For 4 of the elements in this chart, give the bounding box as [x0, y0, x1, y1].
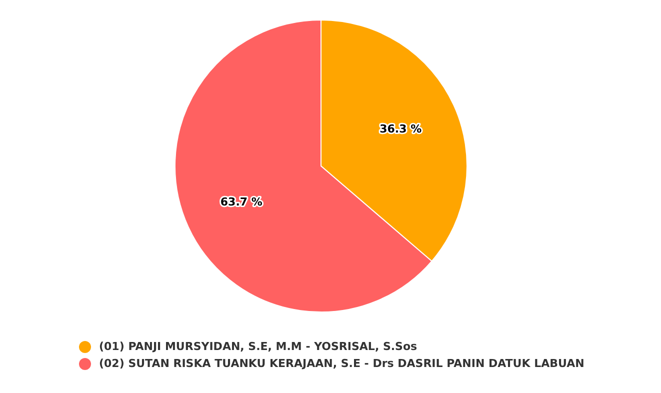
legend-label: (02) SUTAN RISKA TUANKU KERAJAAN, S.E - Drs DASRIL PANIN DATUK LABUAN	[99, 357, 584, 370]
legend-label: (01) PANJI MURSYIDAN, S.E, M.M - YOSRISAL, S.Sos	[99, 340, 418, 354]
data-label: 63.7 %	[220, 196, 262, 209]
data-label: 36.3 %	[380, 122, 422, 136]
